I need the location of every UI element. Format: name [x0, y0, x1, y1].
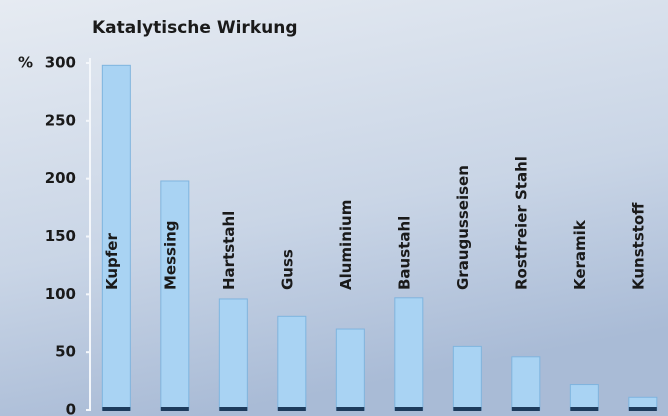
bar [101, 64, 131, 411]
y-tick-label: 300 [45, 54, 76, 72]
y-tick-label: 0 [66, 401, 76, 416]
y-tick-label: 150 [45, 227, 76, 245]
x-tick-label: Rostfreier Stahl [512, 156, 530, 290]
x-tick-label: Kunststoff [629, 202, 647, 290]
x-tick-label: Kupfer [103, 233, 121, 290]
bar [277, 315, 307, 411]
bar-base [511, 407, 540, 411]
bar [218, 298, 248, 411]
y-tick-label: 100 [45, 285, 76, 303]
bar-base [219, 407, 248, 411]
x-tick-label: Messing [161, 220, 179, 290]
bar-base [160, 407, 189, 411]
y-tick-label: 50 [55, 343, 76, 361]
bar [511, 356, 541, 411]
x-tick-label: Hartstahl [220, 211, 238, 290]
bar-base [453, 407, 482, 411]
x-tick-label: Graugusseisen [454, 165, 472, 290]
y-tick-label: 250 [45, 111, 76, 129]
x-tick-label: Baustahl [395, 216, 413, 290]
y-tick-label: 200 [45, 169, 76, 187]
bar-base [394, 407, 423, 411]
x-tick-label: Keramik [571, 219, 589, 290]
bar-base [570, 407, 599, 411]
bar [335, 328, 365, 411]
bar [394, 297, 424, 411]
bar-base [628, 407, 657, 411]
bar [452, 345, 482, 411]
bar-base [102, 407, 131, 411]
x-tick-label: Guss [278, 249, 296, 290]
bar-base [336, 407, 365, 411]
chart-title: Katalytische Wirkung [92, 18, 298, 38]
bar [569, 384, 599, 411]
y-axis-label: % [18, 54, 33, 72]
bar [160, 180, 190, 411]
bar-base [277, 407, 306, 411]
x-tick-label: Aluminium [337, 200, 355, 290]
